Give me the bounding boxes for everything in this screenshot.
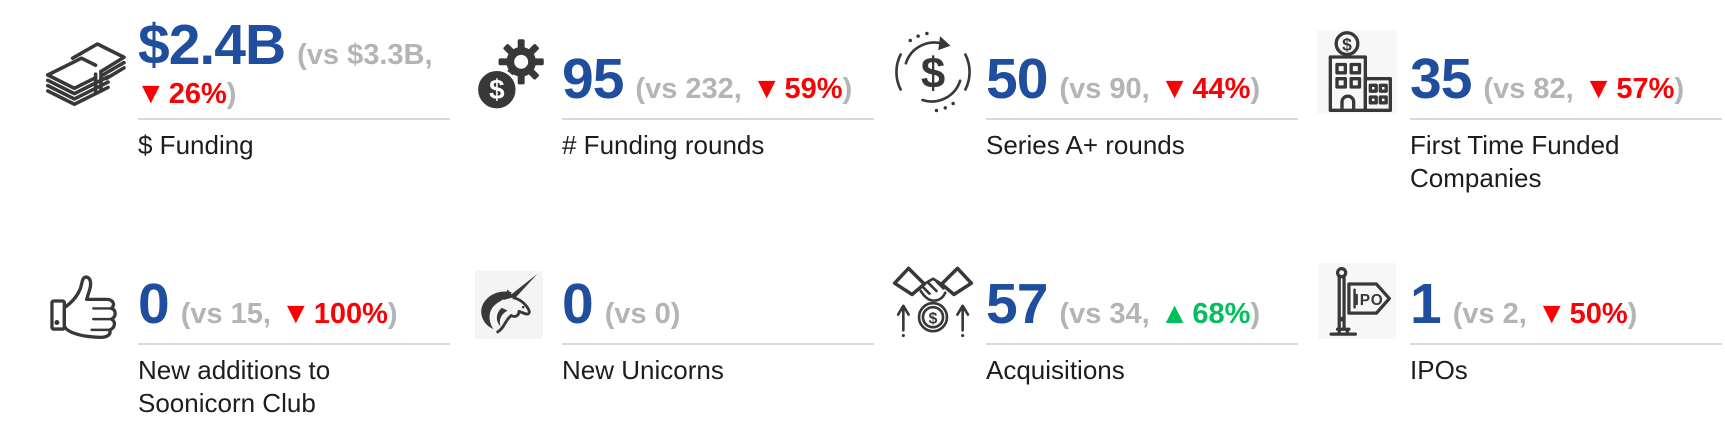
down-triangle-icon: ▼ — [1159, 72, 1190, 106]
dollar-glyph: $ — [489, 74, 505, 105]
up-triangle-icon: ▲ — [1159, 297, 1190, 331]
metric-card-funding-rounds: $ 95 (vs 232, ▼ 59%) # Funding rounds — [454, 0, 878, 225]
metric-change: ▼ 100%) — [281, 297, 398, 331]
metric-comparison: (vs 0) — [604, 298, 681, 331]
paren-close: ) — [1627, 298, 1638, 331]
metric-comparison: (vs 15, — [180, 298, 271, 331]
dollar-gear-icon: $ — [466, 0, 552, 118]
metric-card-first-time-funded: $ 35 — [1302, 0, 1725, 225]
metric-comparison: (vs $3.3B, — [297, 39, 433, 72]
metric-label: Series A+ rounds — [986, 130, 1185, 160]
metric-headline: 1 (vs 2, ▼ 50%) — [1410, 225, 1722, 343]
metric-headline: 50 (vs 90, ▼ 44%) — [986, 0, 1298, 118]
metric-card-series-a: $ 50 (vs 90, ▼ 44%) Seri — [878, 0, 1302, 225]
ipo-signpost-icon: IPO — [1314, 225, 1400, 343]
ipo-sign-text: IPO — [1355, 292, 1384, 309]
metric-value: 35 — [1410, 47, 1472, 112]
paren-close: ) — [387, 298, 398, 331]
divider — [138, 343, 450, 345]
down-triangle-icon: ▼ — [1583, 72, 1614, 106]
paren-close: ) — [1250, 298, 1261, 331]
metric-card-soonicorn-additions: 0 (vs 15, ▼ 100%) New additions to Soonic… — [30, 225, 454, 432]
metric-headline: 95 (vs 232, ▼ 59%) — [562, 0, 874, 118]
metric-change-pct: 44% — [1192, 73, 1251, 106]
metric-change-pct: 68% — [1192, 298, 1251, 331]
paren-close: ) — [842, 73, 853, 106]
metric-value: 1 — [1410, 272, 1442, 337]
metric-value: 0 — [138, 272, 170, 337]
metric-change: ▼ 57%) — [1584, 72, 1684, 106]
metric-comparison: (vs 90, — [1059, 73, 1150, 106]
down-triangle-icon: ▼ — [136, 77, 166, 111]
divider — [986, 118, 1298, 120]
metric-value: 57 — [986, 272, 1048, 337]
metric-label: Acquisitions — [986, 355, 1125, 385]
dollar-glyph: $ — [929, 310, 938, 327]
acquisition-handshake-icon: $ — [890, 225, 976, 343]
down-triangle-icon: ▼ — [281, 297, 311, 331]
divider — [1410, 343, 1722, 345]
metric-change-pct: 26% — [168, 78, 227, 111]
metric-value: 0 — [562, 272, 594, 337]
metric-comparison: (vs 82, — [1483, 73, 1574, 106]
metric-headline: 35 (vs 82, ▼ 57%) — [1410, 0, 1722, 118]
metric-value: 95 — [562, 47, 624, 112]
metric-label: # Funding rounds — [562, 130, 765, 160]
metric-comparison: (vs 232, — [635, 73, 742, 106]
metric-comparison: (vs 34, — [1059, 298, 1150, 331]
divider — [986, 343, 1298, 345]
paren-close: ) — [1250, 73, 1261, 106]
metric-change: ▼ 26%) — [136, 77, 236, 111]
divider — [562, 118, 874, 120]
metric-change-pct: 100% — [313, 298, 388, 331]
metric-label: First Time Funded Companies — [1410, 130, 1620, 193]
metric-change: ▼ 59%) — [752, 72, 852, 106]
metric-change: ▼ 44%) — [1160, 72, 1260, 106]
divider — [138, 118, 450, 120]
metric-headline: 0 (vs 15, ▼ 100%) — [138, 225, 450, 343]
divider — [562, 343, 874, 345]
divider — [1410, 118, 1722, 120]
metric-headline: 0 (vs 0) — [562, 225, 874, 343]
metric-card-ipos: IPO 1 (vs 2, ▼ 50%) IPOs — [1302, 225, 1725, 432]
metric-change: ▼ 50%) — [1537, 297, 1637, 331]
metric-label: New Unicorns — [562, 355, 724, 385]
metric-change: ▲ 68%) — [1160, 297, 1260, 331]
metric-value: $2.4B — [138, 13, 286, 78]
metric-change-pct: 57% — [1616, 73, 1675, 106]
metric-headline: 57 (vs 34, ▲ 68%) — [986, 225, 1298, 343]
down-triangle-icon: ▼ — [1536, 297, 1567, 331]
metric-value: 50 — [986, 47, 1048, 112]
unicorn-icon — [466, 225, 552, 343]
money-stack-icon — [42, 0, 128, 118]
metric-change-pct: 50% — [1569, 298, 1628, 331]
metric-change-pct: 59% — [784, 73, 843, 106]
metric-comparison: (vs 2, — [1452, 298, 1527, 331]
paren-close: ) — [1674, 73, 1685, 106]
metric-label: $ Funding — [138, 130, 254, 160]
paren-close: ) — [226, 78, 237, 111]
metric-card-funding: $2.4B (vs $3.3B, ▼ 26%) $ Funding — [30, 0, 454, 225]
metric-card-new-unicorns: 0 (vs 0) New Unicorns — [454, 225, 878, 432]
dollar-glyph: $ — [921, 49, 945, 98]
metric-label: IPOs — [1410, 355, 1468, 385]
metric-headline: $2.4B (vs $3.3B, ▼ 26%) — [136, 0, 450, 118]
thumbs-up-icon — [42, 225, 128, 343]
dollar-glyph: $ — [1342, 34, 1352, 54]
metric-card-acquisitions: $ 57 (vs 34, ▲ 68%) Acquisitions — [878, 225, 1302, 432]
down-triangle-icon: ▼ — [751, 72, 782, 106]
metric-label: New additions to Soonicorn Club — [138, 355, 331, 418]
funded-building-icon: $ — [1314, 0, 1400, 118]
dollar-cycle-icon: $ — [890, 0, 976, 118]
